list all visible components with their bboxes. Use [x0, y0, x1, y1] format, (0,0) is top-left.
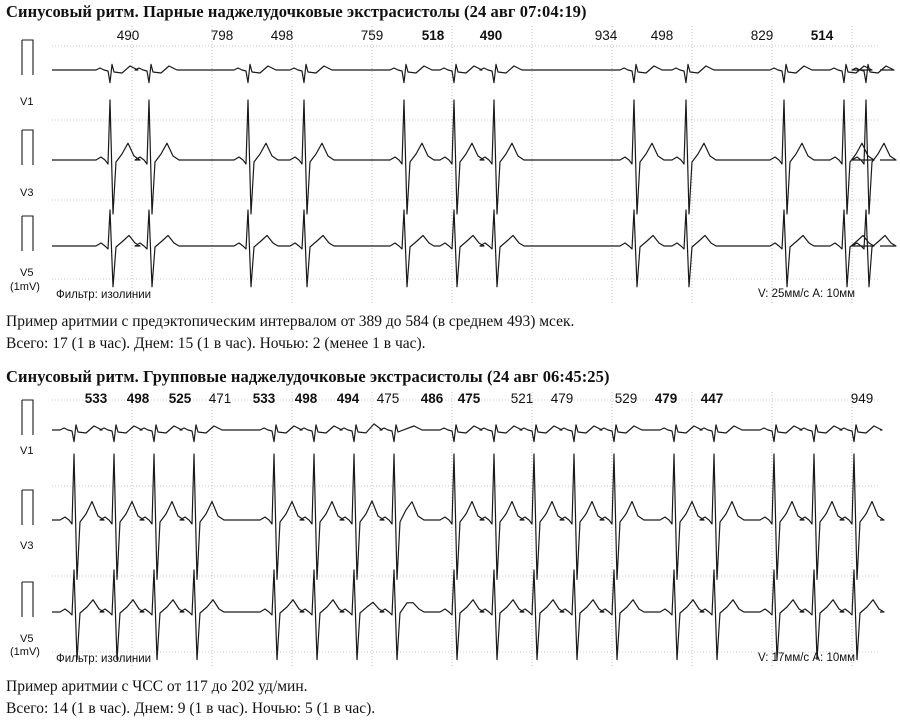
section-1-title: Синусовый ритм. Парные наджелудочковые э… [6, 2, 587, 21]
lead-label-v5: V5 [20, 267, 34, 279]
rr-interval-label: 490 [479, 28, 503, 43]
rr-interval-label: 494 [336, 391, 360, 406]
ecg-trace-v3 [52, 99, 897, 215]
rr-interval-label: 486 [420, 391, 444, 406]
rr-interval-label: 490 [116, 28, 140, 43]
rr-interval-label: 759 [360, 28, 384, 43]
rr-interval-label: 525 [168, 391, 192, 406]
calibration-pulse [21, 489, 34, 525]
ecg-strip-1: V1 V3 V5 (1mV) Фильтр: изолинии V: 25мм/… [0, 24, 900, 304]
filter-label: Фильтр: изолинии [56, 289, 152, 301]
rr-interval-label: 934 [594, 28, 618, 43]
rr-interval-label: 798 [210, 28, 234, 43]
lead-label-v3: V3 [20, 540, 34, 552]
rr-interval-label: 829 [750, 28, 774, 43]
rr-interval-label: 475 [457, 391, 481, 406]
calibration-pulse [21, 215, 34, 251]
rr-interval-label: 498 [650, 28, 674, 43]
ecg-strip-2: V1 V3 V5 (1mV) Фильтр: изолинии V: 17мм/… [0, 390, 900, 668]
scale-label: V: 25мм/с A: 10мм [758, 288, 856, 300]
section-1-totals: Всего: 17 (1 в час). Днем: 15 (1 в час).… [6, 335, 426, 352]
scale-label: V: 17мм/с A: 10мм [758, 652, 856, 664]
rr-interval-label: 479 [654, 391, 678, 406]
ecg-trace-v1 [52, 63, 895, 84]
section-1-description: Пример аритмии с предэктопическим интерв… [6, 313, 575, 330]
rr-interval-label: 521 [510, 391, 534, 406]
ecg-trace-v3 [52, 453, 885, 580]
section-2-title: Синусовый ритм. Групповые наджелудочковы… [6, 367, 610, 386]
ecg-trace-v5 [52, 209, 897, 288]
calibration-pulse [21, 39, 34, 75]
ecg-traces-2 [21, 390, 885, 668]
rr-interval-label: 498 [294, 391, 318, 406]
lead-label-v1: V1 [20, 445, 34, 457]
rr-interval-label: 514 [810, 28, 834, 43]
rr-interval-label: 529 [614, 391, 638, 406]
rr-interval-label: 447 [700, 391, 724, 406]
rr-interval-label: 949 [850, 391, 874, 406]
calibration-label: (1mV) [10, 281, 40, 293]
lead-label-v5: V5 [20, 633, 34, 645]
calibration-pulse [21, 581, 34, 617]
ecg-grid [52, 390, 880, 668]
ecg-trace-v5 [52, 569, 885, 661]
calibration-pulse [21, 129, 34, 165]
ecg-trace-v1 [52, 423, 883, 443]
filter-label: Фильтр: изолинии [56, 653, 152, 665]
rr-interval-label: 475 [376, 391, 400, 406]
rr-interval-label: 498 [270, 28, 294, 43]
rr-interval-label: 518 [421, 28, 445, 43]
rr-interval-label: 479 [550, 391, 574, 406]
rr-interval-label: 498 [126, 391, 150, 406]
section-2-description: Пример аритмии с ЧСС от 117 до 202 уд/ми… [6, 678, 308, 695]
rr-interval-label: 471 [208, 391, 232, 406]
calibration-pulse [21, 399, 34, 435]
lead-label-v1: V1 [20, 96, 34, 108]
lead-label-v3: V3 [20, 187, 34, 199]
calibration-label: (1mV) [10, 646, 40, 658]
ecg-grid [52, 26, 880, 304]
ecg-traces-1 [21, 26, 897, 304]
rr-interval-label: 533 [252, 391, 276, 406]
section-2-totals: Всего: 14 (1 в час). Днем: 9 (1 в час). … [6, 700, 376, 717]
rr-interval-label: 533 [84, 391, 108, 406]
